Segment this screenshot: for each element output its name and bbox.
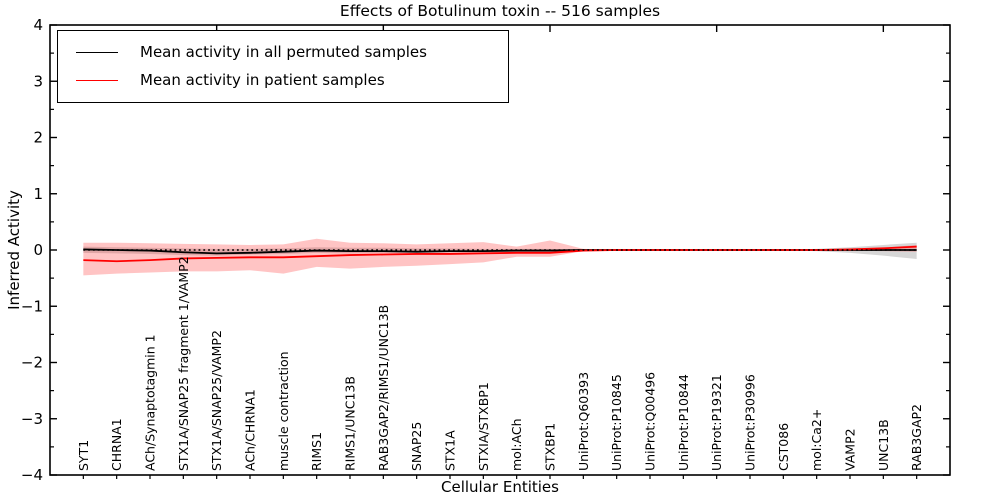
x-tick-label: UniProt:P19321 [709, 374, 724, 471]
y-axis-label: Inferred Activity [5, 190, 23, 310]
x-tick-label: UniProt:P30996 [743, 374, 758, 471]
y-tick-label: 2 [33, 129, 43, 147]
x-axis-label: Cellular Entities [441, 478, 559, 496]
x-tick-label: UniProt:Q00496 [643, 372, 658, 471]
legend: Mean activity in all permuted samples Me… [57, 30, 509, 103]
y-tick-label: −2 [21, 354, 43, 372]
y-tick-label: 1 [33, 185, 43, 203]
x-tick-label: STXBP1 [543, 423, 558, 471]
x-tick-label: STXIA/STXBP1 [476, 382, 491, 471]
legend-label: Mean activity in patient samples [140, 71, 385, 89]
y-tick-label: −1 [21, 297, 43, 315]
x-tick-label: UNC13B [876, 419, 891, 471]
x-tick-label: VAMP2 [843, 428, 858, 471]
legend-item-permuted: Mean activity in all permuted samples [68, 38, 498, 66]
x-tick-label: STX1A/SNAP25/VAMP2 [209, 330, 224, 471]
patient-band [83, 238, 917, 276]
x-tick-label: SYT1 [76, 440, 91, 471]
x-tick-label: SNAP25 [409, 422, 424, 471]
y-tick-label: 4 [33, 16, 43, 34]
x-tick-label: RIMS1 [309, 432, 324, 471]
legend-label: Mean activity in all permuted samples [140, 43, 427, 61]
x-tick-label: mol:ACh [509, 419, 524, 472]
chart-title: Effects of Botulinum toxin -- 516 sample… [339, 2, 661, 20]
y-tick-label: −3 [21, 410, 43, 428]
x-tick-label: CST086 [776, 423, 791, 471]
x-tick-label: UniProt:P10845 [609, 374, 624, 471]
legend-line-sample-black [76, 51, 118, 53]
x-tick-label: STX1A/SNAP25 fragment 1/VAMP2 [176, 256, 191, 471]
x-tick-label: STX1A [443, 430, 458, 471]
x-tick-label: ACh/Synaptotagmin 1 [143, 334, 158, 471]
legend-line-sample-red [76, 79, 118, 81]
patient-mean-line [83, 245, 917, 263]
y-tick-label: 0 [33, 241, 43, 259]
x-tick-label: UniProt:Q60393 [576, 372, 591, 471]
x-tick-label: RIMS1/UNC13B [343, 376, 358, 471]
y-tick-label: 3 [33, 72, 43, 90]
y-tick-label: −4 [21, 466, 43, 484]
x-tick-label: ACh/CHRNA1 [243, 389, 258, 471]
x-tick-label: RAB3GAP2 [909, 404, 924, 471]
x-tick-label: RAB3GAP2/RIMS1/UNC13B [376, 305, 391, 471]
x-tick-label: UniProt:P10844 [676, 374, 691, 471]
x-tick-label: mol:Ca2+ [809, 409, 824, 471]
x-tick-label: CHRNA1 [109, 418, 124, 471]
x-tick-label: muscle contraction [276, 351, 291, 471]
legend-item-patient: Mean activity in patient samples [68, 66, 498, 94]
